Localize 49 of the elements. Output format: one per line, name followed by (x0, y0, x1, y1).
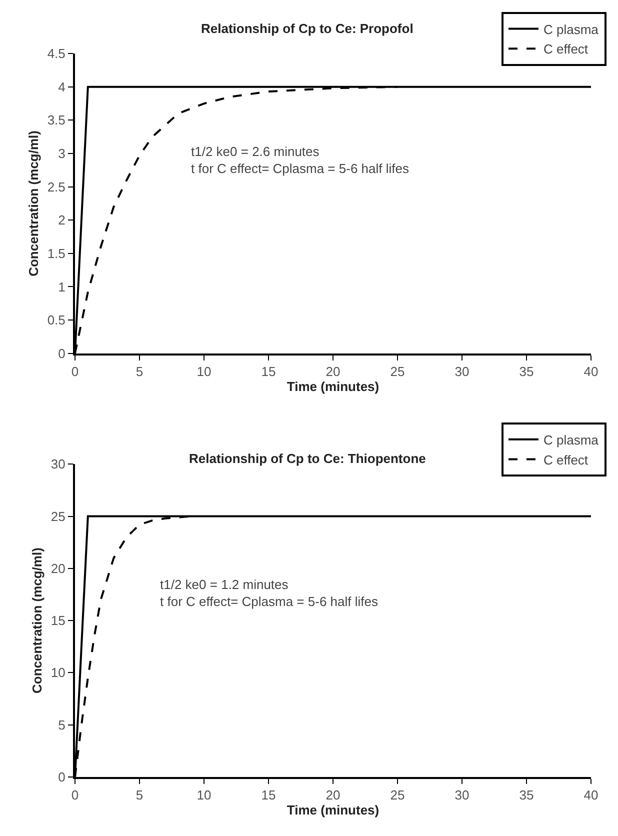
x-tick-label: 30 (454, 787, 470, 802)
y-tick-label: 10 (50, 665, 66, 680)
x-tick-label: 15 (261, 364, 276, 379)
y-tick-label: 30 (50, 456, 66, 472)
x-tick-label: 10 (196, 364, 212, 379)
chart-title: Relationship of Cp to Ce: Propofol (201, 21, 414, 36)
y-tick-label: 0.5 (47, 312, 66, 328)
x-tick-label: 40 (584, 787, 598, 802)
x-tick-label: 20 (326, 364, 340, 379)
y-tick-label: 15 (50, 613, 66, 628)
legend-label: C effect (543, 452, 588, 468)
y-tick-label: 3.5 (47, 112, 66, 128)
x-tick-label: 30 (454, 364, 470, 379)
y-axis-title: Concentration (mcg/ml) (29, 548, 44, 694)
x-tick-label: 5 (136, 364, 144, 379)
x-tick-label: 5 (136, 787, 144, 802)
x-tick-label: 10 (196, 787, 212, 802)
legend-label: C plasma (543, 22, 600, 37)
y-tick-label: 1.5 (47, 246, 66, 261)
legend-label: C effect (543, 42, 588, 57)
y-tick-label: 1 (58, 279, 66, 294)
x-tick-label: 40 (584, 364, 598, 379)
annotation: t1/2 ke0 = 2.6 minutes (191, 144, 320, 159)
x-tick-label: 35 (519, 787, 534, 802)
y-tick-label: 3 (58, 146, 66, 162)
y-tick-label: 4 (58, 79, 66, 94)
chart-title: Relationship of Cp to Ce: Thiopentone (189, 451, 426, 466)
y-tick-label: 25 (50, 508, 66, 524)
annotation: t for C effect= Cplasma = 5-6 half lifes (160, 594, 378, 609)
y-tick-label: 0 (58, 346, 66, 361)
y-tick-label: 20 (50, 560, 66, 576)
y-tick-label: 0 (58, 769, 66, 784)
x-tick-label: 20 (326, 787, 340, 802)
legend-label: C plasma (543, 432, 600, 448)
x-tick-label: 0 (71, 364, 79, 379)
x-tick-label: 25 (390, 787, 405, 802)
x-tick-label: 25 (390, 364, 405, 379)
y-tick-label: 4.5 (47, 46, 66, 62)
y-tick-label: 2.5 (47, 179, 66, 194)
x-tick-label: 15 (261, 787, 276, 802)
annotation: t for C effect= Cplasma = 5-6 half lifes (191, 160, 410, 176)
x-tick-label: 0 (71, 787, 79, 802)
annotation: t1/2 ke0 = 1.2 minutes (160, 577, 289, 592)
y-tick-label: 2 (58, 212, 66, 228)
x-axis-title: Time (minutes) (286, 378, 380, 394)
y-axis-title: Concentration (mcg/ml) (26, 130, 41, 276)
x-tick-label: 35 (519, 364, 534, 379)
y-tick-label: 5 (58, 717, 66, 732)
x-axis-title: Time (minutes) (286, 802, 380, 818)
